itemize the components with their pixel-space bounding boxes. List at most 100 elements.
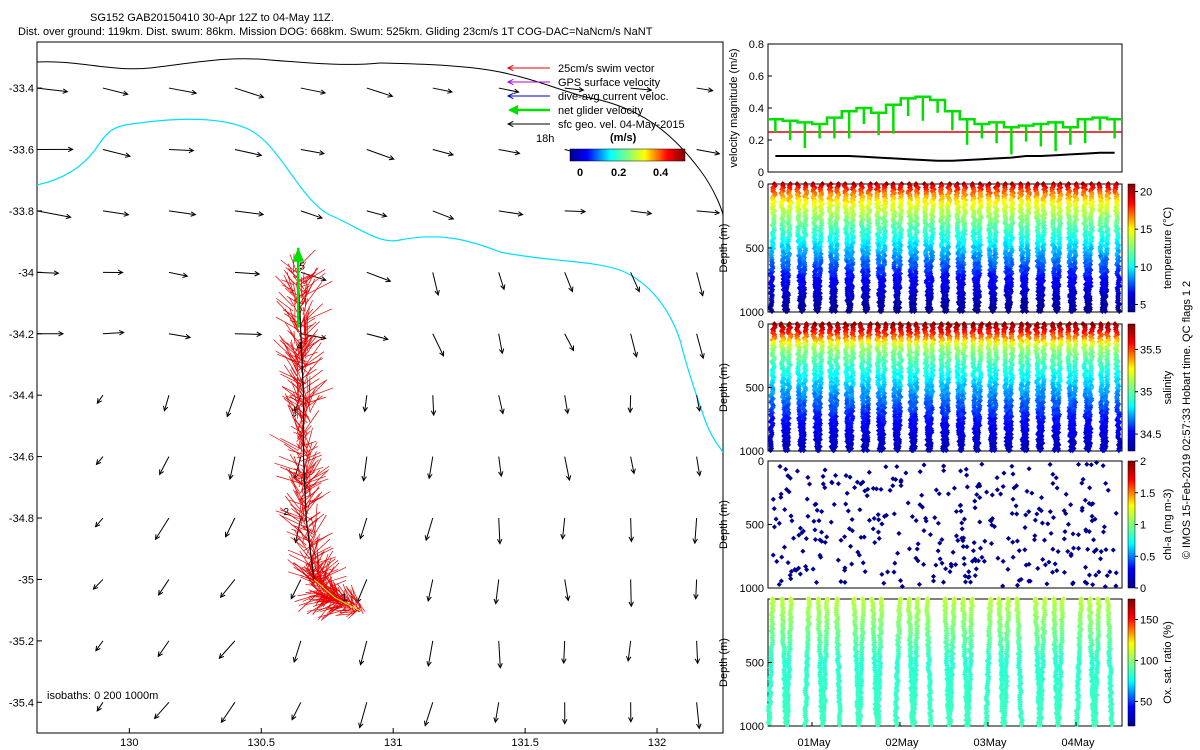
- geo-velocity-arrow: [95, 640, 104, 652]
- dive-marker-3: 3: [291, 409, 297, 420]
- map-xtick-label-2: 131: [384, 737, 402, 749]
- geo-velocity-arrow: [159, 456, 170, 476]
- geo-velocity-arrow: [696, 456, 702, 477]
- geo-velocity-arrow: [498, 333, 505, 355]
- legend-label-1: GPS surface velocity: [558, 77, 661, 89]
- swim-vector: [291, 367, 297, 377]
- geo-velocity-arrow: [630, 272, 641, 293]
- geo-velocity-arrow: [564, 272, 574, 293]
- geo-velocity-arrow: [432, 272, 440, 297]
- temperature-section-ylabel: Depth (m): [718, 224, 730, 273]
- geo-velocity-arrow: [361, 456, 368, 482]
- geo-velocity-arrow: [424, 517, 434, 542]
- geo-velocity-arrow: [630, 210, 653, 216]
- geo-velocity-arrow: [95, 456, 104, 466]
- map-ytick-label-0: -33.4: [9, 83, 34, 95]
- geo-velocity-arrow: [628, 518, 634, 543]
- dive-marker-4: 4: [297, 341, 303, 352]
- map-ticks: 130 130.5 131 131.5 132-33.4-33.6-33.8-34-34…: [9, 83, 666, 749]
- geo-velocity-arrow: [696, 395, 702, 412]
- geo-velocity-arrow: [696, 333, 705, 360]
- geo-velocity-arrow: [696, 148, 721, 156]
- geo-velocity-arrow: [291, 702, 302, 721]
- geo-velocity-arrow: [498, 456, 504, 478]
- geo-velocity-arrow: [157, 579, 170, 596]
- geo-velocity-arrow: [102, 210, 130, 217]
- geo-velocity-arrow: [102, 330, 125, 336]
- geo-velocity-arrow: [630, 456, 636, 475]
- geo-velocity-arrow: [498, 395, 505, 415]
- geo-velocity-arrow: [432, 149, 455, 157]
- colorbar-unit-label: (m/s): [610, 132, 637, 144]
- map-xtick-label-0: 130: [120, 737, 138, 749]
- isobath-1000m: [37, 58, 723, 216]
- geo-velocity-arrow: [498, 210, 524, 217]
- swim-vector: [300, 378, 309, 405]
- geo-velocity-arrow: [564, 86, 585, 93]
- geo-velocity-arrow: [498, 87, 520, 94]
- geo-velocity-arrow: [94, 517, 104, 528]
- swim-vector: [283, 398, 309, 418]
- swim-vector: [313, 538, 331, 555]
- dive-marker-5: 5: [299, 261, 305, 272]
- geo-velocity-arrow: [362, 395, 368, 413]
- geo-velocity-arrow: [225, 517, 236, 538]
- geo-velocity-arrow: [92, 579, 104, 590]
- swim-vector: [293, 489, 301, 504]
- geo-velocity-arrow: [292, 640, 302, 664]
- isobath-legend: isobaths: 0 200 1000m: [47, 690, 158, 702]
- temperature-section-colorbar-label: temperature (°C): [1162, 207, 1174, 289]
- swim-vector: [306, 442, 318, 459]
- swim-vector: [290, 537, 305, 549]
- geo-velocity-arrow: [234, 210, 265, 217]
- geo-velocity-arrow: [162, 395, 170, 412]
- temperature-section-cbtick-label-1: 15: [1140, 224, 1152, 236]
- temperature-section-ytick-label-2: 1000: [740, 307, 764, 319]
- geo-velocity-arrow: [493, 702, 500, 724]
- geo-velocity-arrow: [561, 640, 567, 665]
- swim-vector: [306, 454, 322, 462]
- geo-velocity-arrow: [696, 87, 714, 93]
- map-ytick-label-2: -33.8: [9, 206, 34, 218]
- geo-velocity-arrow: [219, 579, 236, 599]
- map-ytick-label-4: -34.2: [9, 329, 34, 341]
- trajectory-map-panel: 130 130.5 131 131.5 132-33.4-33.6-33.8-34-34…: [9, 41, 724, 749]
- geo-velocity-arrow: [153, 701, 170, 720]
- geo-velocity-arrow: [154, 517, 170, 541]
- geo-velocity-arrow: [366, 149, 395, 161]
- geo-velocity-arrow: [627, 395, 633, 414]
- velocity-ytick-label-3: 0.6: [749, 71, 764, 83]
- geo-velocity-arrow: [37, 331, 65, 337]
- geo-velocity-arrow: [366, 271, 392, 283]
- map-xtick-label-1: 130.5: [248, 737, 276, 749]
- velocity-ytick-label-1: 0.2: [749, 135, 764, 147]
- geo-velocity-arrow: [564, 208, 587, 215]
- geo-velocity-arrow: [37, 146, 74, 153]
- geo-velocity-arrow: [696, 209, 721, 216]
- swim-vector: [348, 606, 361, 619]
- temperature-section-cbtick-label-2: 10: [1140, 262, 1152, 274]
- geo-velocity-arrow: [625, 640, 632, 663]
- swim-vector: [280, 437, 302, 450]
- geo-velocity-arrow: [300, 87, 327, 95]
- geo-velocity-arrow: [37, 87, 69, 94]
- map-ytick-label-1: -33.6: [9, 144, 34, 156]
- geo-velocity-arrow: [168, 271, 189, 278]
- swim-vector: [290, 425, 303, 433]
- geo-velocity-arrow: [37, 270, 60, 276]
- geo-velocity-arrow: [157, 640, 170, 658]
- map-axes-box: [36, 41, 724, 734]
- geo-velocity-arrow: [498, 272, 506, 291]
- swim-vector: [352, 589, 364, 614]
- map-ytick-label-3: -34: [18, 267, 34, 279]
- geo-velocity-arrow: [226, 395, 236, 418]
- swim-vector: [281, 395, 300, 407]
- geo-velocity-arrow: [432, 210, 455, 220]
- geo-velocity-arrow: [220, 702, 236, 724]
- legend-label-3: net glider velocity: [558, 105, 643, 117]
- geo-velocity-arrow: [234, 149, 263, 158]
- legend-label-4: sfc geo. vel. 04-May-2015: [558, 119, 685, 131]
- velocity-ytick-label-0: 0: [758, 167, 764, 179]
